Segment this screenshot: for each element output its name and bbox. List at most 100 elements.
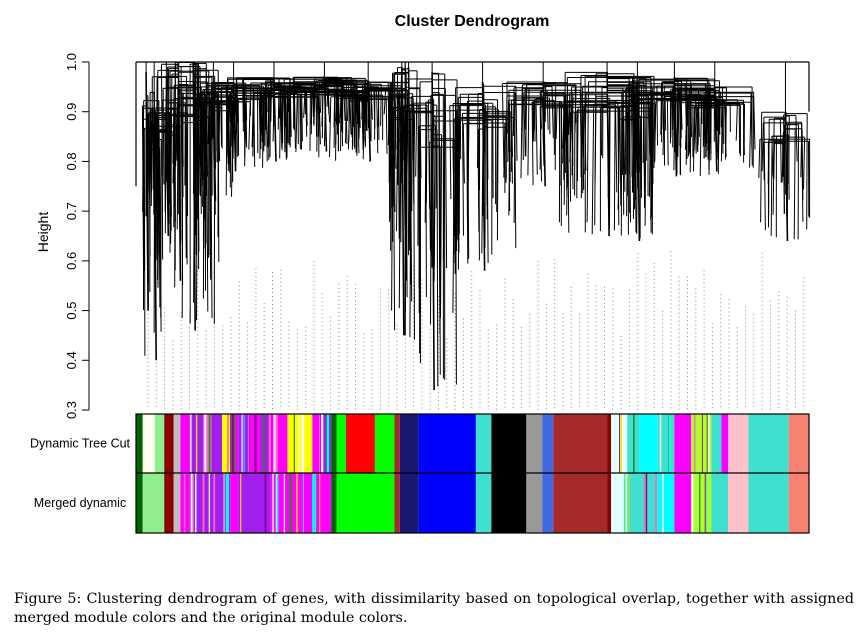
- branch-link: [483, 83, 486, 153]
- module-color-stripe: [231, 414, 234, 473]
- branch-link: [571, 86, 574, 190]
- branch-link: [438, 92, 441, 375]
- branch-link: [226, 88, 229, 158]
- module-color-segment: [331, 473, 337, 533]
- branch-link: [664, 91, 667, 131]
- module-color-stripe: [705, 473, 707, 533]
- branch-link: [763, 117, 766, 231]
- branch-link: [779, 118, 782, 183]
- module-color-segment: [331, 414, 337, 473]
- module-color-segment: [230, 473, 239, 533]
- module-color-segment: [418, 473, 476, 533]
- module-color-stripe: [229, 414, 231, 473]
- branch-link: [760, 112, 763, 223]
- module-color-stripe: [298, 414, 300, 473]
- module-color-stripe: [694, 414, 696, 473]
- branch-link: [566, 102, 569, 216]
- module-color-segment: [721, 414, 729, 473]
- branch-link: [235, 78, 238, 121]
- module-color-stripe: [293, 414, 295, 473]
- module-color-stripe: [643, 473, 646, 533]
- branch-link: [367, 81, 371, 162]
- branch-link: [299, 84, 301, 150]
- branch-link: [347, 101, 351, 150]
- branch-link: [569, 92, 571, 202]
- tree-branch: [388, 62, 428, 251]
- branch-link: [606, 71, 610, 237]
- branch-link: [431, 71, 435, 391]
- branch-link: [803, 137, 806, 190]
- module-color-segment: [203, 414, 212, 473]
- branch-link: [626, 110, 628, 217]
- branch-link: [462, 113, 464, 236]
- branch-link: [430, 95, 433, 257]
- module-color-stripe: [227, 473, 230, 533]
- branch-link: [436, 129, 439, 387]
- branch-link: [424, 108, 427, 223]
- branch-link: [793, 129, 796, 240]
- branch-link: [390, 82, 392, 200]
- branch-link: [301, 86, 303, 142]
- branch-link: [457, 120, 460, 270]
- branch-link: [305, 91, 308, 137]
- module-color-stripe: [240, 473, 242, 533]
- module-color-segment: [674, 414, 692, 473]
- module-color-segment: [711, 473, 729, 533]
- module-color-segment: [711, 414, 722, 473]
- module-color-segment: [312, 414, 320, 473]
- branch-link: [218, 101, 221, 148]
- module-color-stripe: [274, 414, 276, 473]
- module-color-segment: [491, 473, 527, 533]
- y-axis: 0.3 0.4 0.5 0.6 0.7 0.8 0.9 1.0: [64, 53, 90, 419]
- branch-link: [750, 102, 753, 166]
- branch-link: [207, 91, 210, 144]
- module-color-segment: [222, 414, 231, 473]
- branch-link: [444, 88, 448, 269]
- module-color-stripe: [202, 473, 205, 533]
- branch-link: [676, 80, 679, 157]
- branch-link: [385, 98, 388, 154]
- module-color-segment: [154, 414, 165, 473]
- branch-link: [601, 87, 603, 156]
- branch-link: [232, 84, 235, 116]
- branch-link: [695, 103, 698, 151]
- branch-link: [462, 123, 465, 184]
- branch-link: [212, 85, 215, 159]
- branch-link: [656, 86, 658, 146]
- branch-link: [449, 105, 452, 200]
- module-color-stripe: [314, 473, 317, 533]
- branch-link: [341, 95, 344, 147]
- module-color-segment: [136, 414, 143, 473]
- branch-link: [555, 107, 558, 140]
- module-color-stripe: [691, 473, 694, 533]
- branch-link: [613, 100, 616, 231]
- branch-link: [158, 130, 161, 221]
- branch-link: [154, 132, 156, 223]
- branch-link: [539, 106, 542, 182]
- module-color-stripe: [701, 414, 703, 473]
- module-color-segment: [788, 473, 809, 533]
- branch-link: [149, 131, 152, 193]
- branch-link: [335, 91, 337, 161]
- branch-link: [800, 123, 803, 178]
- branch-link: [336, 83, 339, 124]
- tree-branch: [758, 62, 811, 241]
- branch-link: [164, 87, 167, 234]
- branch-link: [772, 143, 775, 215]
- module-color-stripe: [623, 473, 626, 533]
- module-color-segment: [553, 473, 608, 533]
- branch-link: [542, 81, 546, 187]
- branch-link: [699, 96, 702, 177]
- module-color-segment: [180, 414, 190, 473]
- branch-link: [636, 81, 641, 241]
- module-color-rows: [135, 413, 810, 534]
- module-color-segment: [173, 473, 181, 533]
- module-color-segment: [475, 473, 492, 533]
- module-color-segment: [164, 473, 174, 533]
- branch-link: [403, 87, 406, 193]
- module-color-stripe: [321, 414, 324, 473]
- branch-link: [333, 90, 336, 128]
- branch-link: [581, 92, 585, 190]
- branch-link: [539, 91, 542, 129]
